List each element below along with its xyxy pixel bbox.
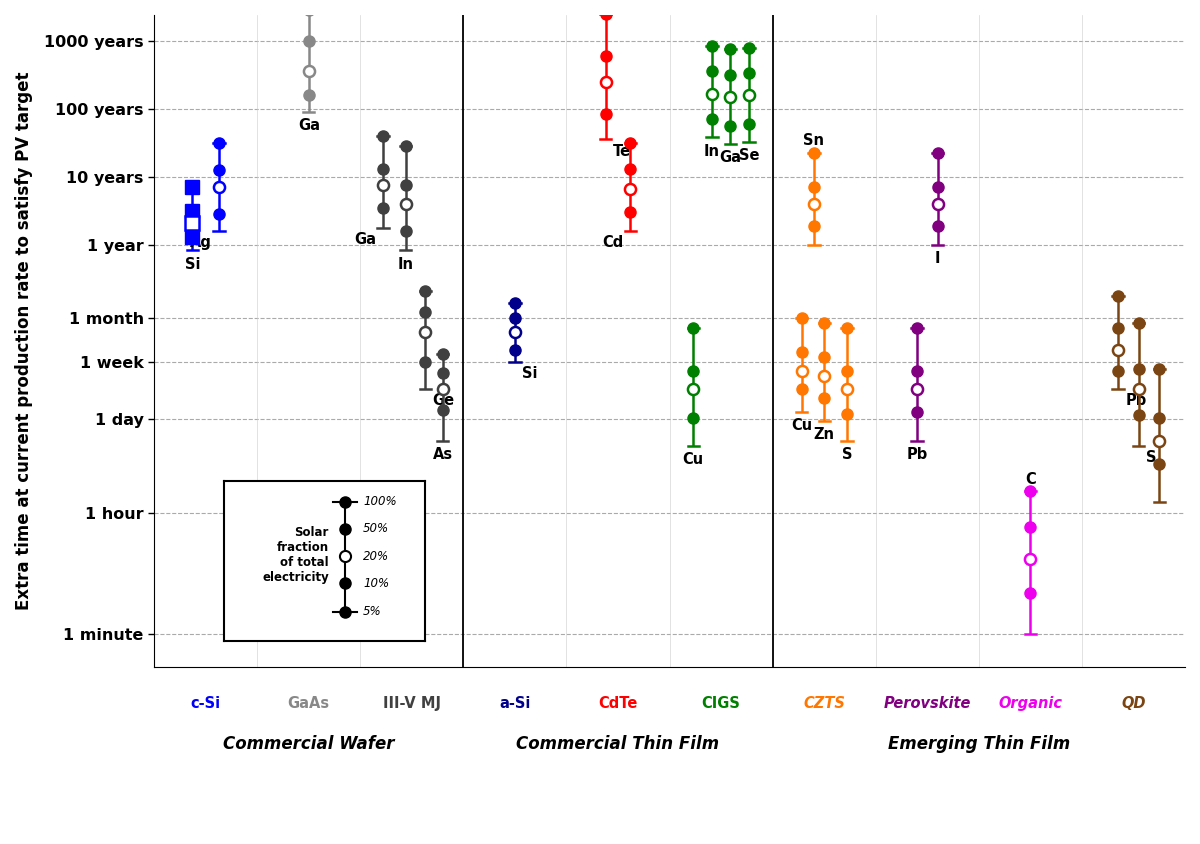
Text: Sn: Sn (803, 133, 824, 149)
Text: Si: Si (185, 257, 200, 272)
Text: S: S (841, 447, 852, 462)
Text: c-Si: c-Si (191, 696, 221, 711)
Text: CdTe: CdTe (599, 696, 637, 711)
Y-axis label: Extra time at current production rate to satisfy PV target: Extra time at current production rate to… (16, 72, 34, 610)
Text: Commercial Wafer: Commercial Wafer (223, 735, 395, 753)
Text: S: S (1146, 450, 1157, 465)
Text: Ga: Ga (298, 118, 319, 133)
Text: I: I (935, 251, 941, 266)
Text: Cu: Cu (683, 452, 704, 467)
Text: Pb: Pb (906, 447, 928, 462)
Text: In: In (704, 143, 720, 159)
Text: Ge: Ge (432, 393, 455, 408)
Text: Organic: Organic (998, 696, 1062, 711)
Text: Te: Te (613, 143, 631, 159)
Text: Emerging Thin Film: Emerging Thin Film (888, 735, 1070, 753)
Text: C: C (1025, 472, 1036, 486)
Text: a-Si: a-Si (499, 696, 530, 711)
Text: Perovskite: Perovskite (883, 696, 971, 711)
Text: As: As (433, 447, 452, 462)
Text: Se: Se (739, 148, 760, 163)
Text: Commercial Thin Film: Commercial Thin Film (516, 735, 720, 753)
Text: Ga: Ga (354, 232, 376, 247)
Text: Ag: Ag (190, 235, 212, 251)
Text: Cd: Cd (602, 235, 623, 251)
Text: In: In (397, 257, 414, 272)
Text: QD: QD (1121, 696, 1146, 711)
Text: Si: Si (522, 366, 538, 381)
Text: CZTS: CZTS (803, 696, 845, 711)
Text: CIGS: CIGS (702, 696, 740, 711)
Text: Ga: Ga (719, 150, 742, 165)
Text: Zn: Zn (814, 427, 835, 441)
Text: Pb: Pb (1126, 393, 1146, 408)
Text: Cu: Cu (791, 418, 812, 433)
Text: GaAs: GaAs (288, 696, 330, 711)
Text: III-V MJ: III-V MJ (383, 696, 440, 711)
